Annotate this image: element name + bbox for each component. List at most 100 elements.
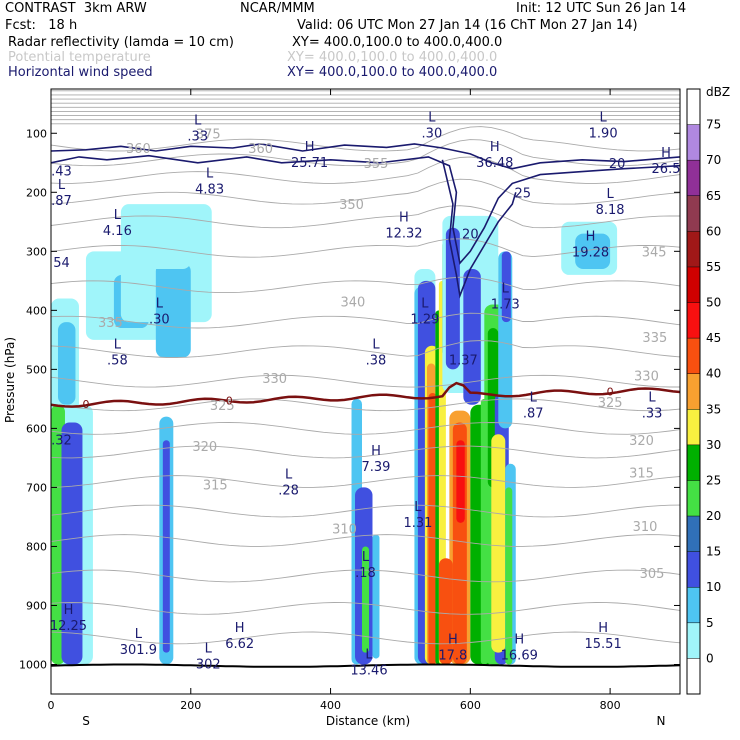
theta-contour-label: 315	[203, 478, 228, 493]
high-marker: H	[586, 230, 596, 245]
high-marker: H	[661, 146, 671, 161]
y-tick-label: 300	[26, 245, 47, 258]
extremum-value: 12.25	[50, 619, 87, 634]
high-marker: H	[448, 633, 458, 648]
header-valid: Valid: 06 UTC Mon 27 Jan 14 (16 ChT Mon …	[297, 18, 638, 33]
colorbar-swatch	[687, 658, 700, 694]
theta-contour	[51, 139, 680, 167]
extremum-value: .30	[422, 126, 443, 141]
field-theta-name: Potential temperature	[8, 50, 151, 65]
theta-contour	[51, 569, 680, 583]
theta-contour-label: 320	[629, 434, 654, 449]
reflectivity-cell	[51, 404, 65, 665]
low-marker: L	[502, 282, 510, 297]
extremum-value: 7.39	[362, 460, 391, 475]
theta-contour	[51, 312, 680, 329]
reflectivity-cell	[463, 269, 481, 405]
reflectivity-cell	[155, 263, 191, 358]
theta-contour	[51, 504, 680, 518]
wind-speed-contours	[51, 143, 680, 299]
colorbar-swatch	[687, 338, 700, 374]
colorbar-label: 5	[706, 616, 714, 630]
theta-contour	[51, 602, 680, 615]
colorbar-swatch	[687, 622, 700, 659]
theta-contour	[51, 205, 680, 229]
high-marker: H	[235, 621, 245, 636]
extremum-value: 8.18	[596, 203, 625, 218]
high-marker: H	[305, 140, 315, 155]
extremum-value: .43	[51, 165, 72, 180]
theta-contour-label: 345	[642, 245, 667, 260]
freezing-level-line	[51, 381, 680, 408]
low-marker: L	[205, 642, 213, 657]
extremum-value: .38	[366, 354, 387, 369]
theta-contour	[51, 475, 680, 488]
wind-contour	[441, 159, 517, 299]
axis-end-label-left: S	[82, 714, 90, 728]
theta-contour-label: 310	[332, 523, 357, 538]
extremum-value: .87	[51, 194, 72, 209]
low-marker: L	[414, 500, 422, 515]
low-marker: L	[114, 208, 122, 223]
colorbar-swatch	[687, 409, 700, 445]
extremum-value: 1.37	[449, 354, 478, 369]
plot-frame	[50, 88, 681, 695]
theta-contour	[51, 422, 680, 435]
reflectivity-shading	[51, 204, 618, 665]
theta-contour-label: 330	[634, 369, 659, 384]
colorbar-label: 20	[706, 509, 721, 523]
theta-contour-label: 340	[341, 295, 366, 310]
extremum-value: 1.31	[403, 516, 432, 531]
colorbar-label: 60	[706, 224, 721, 238]
y-tick-label: 500	[26, 363, 47, 376]
axis-end-label-right: N	[657, 714, 666, 728]
y-tick-label: 800	[26, 540, 47, 553]
x-tick-label: 800	[600, 699, 621, 712]
low-marker: L	[365, 647, 373, 662]
reflectivity-cell	[505, 487, 513, 665]
colorbar-label: 70	[706, 153, 721, 167]
extremum-value: 26.5	[652, 162, 681, 177]
freezing-level-label: 0	[226, 395, 233, 408]
theta-contour-label: 325	[210, 399, 235, 414]
field-theta-xy: XY= 400.0,100.0 to 400.0,400.0	[287, 50, 498, 65]
extremum-value: 1.90	[589, 126, 618, 141]
colorbar-swatch	[687, 231, 700, 267]
extremum-value: 1.29	[410, 312, 439, 327]
theta-contour	[51, 374, 680, 388]
extremum-value: 36.48	[476, 156, 513, 171]
low-marker: L	[428, 110, 436, 125]
freezing-level-label: 0	[82, 398, 89, 411]
reflectivity-cell	[372, 534, 380, 659]
y-tick-label: 700	[26, 481, 47, 494]
reflectivity-cell	[445, 227, 460, 370]
extremum-value: 17.8	[438, 649, 467, 664]
extremum-value: 13.46	[350, 663, 387, 678]
theta-contour-label: 305	[640, 567, 665, 582]
colorbar-swatch	[687, 516, 700, 552]
theta-contour	[51, 238, 680, 258]
low-marker: L	[285, 467, 293, 482]
extremum-value: .28	[278, 483, 299, 498]
ground-line	[51, 663, 680, 668]
header-init: Init: 12 UTC Sun 26 Jan 14	[516, 1, 687, 16]
y-tick-label: 400	[26, 304, 47, 317]
low-marker: L	[648, 391, 656, 406]
y-tick-label: 600	[26, 422, 47, 435]
extremum-value: 4.16	[103, 224, 132, 239]
colorbar-label: 45	[706, 331, 721, 345]
theta-contour	[51, 534, 680, 547]
theta-contour	[51, 398, 680, 412]
theta-contour-label: 350	[339, 198, 364, 213]
header-center: NCAR/MMM	[240, 1, 315, 16]
theta-contour-label: 375	[196, 127, 221, 142]
reflectivity-cell	[501, 251, 511, 323]
colorbar-swatch	[687, 444, 700, 481]
contour-labels: 375 360 360 355 350 345 340 335 335 330 330 325 325 3…	[50, 110, 681, 678]
colorbar-label: 25	[706, 473, 721, 487]
reflectivity-cell	[162, 440, 170, 653]
reflectivity-cell	[61, 422, 83, 665]
extremum-value: .18	[355, 566, 376, 581]
